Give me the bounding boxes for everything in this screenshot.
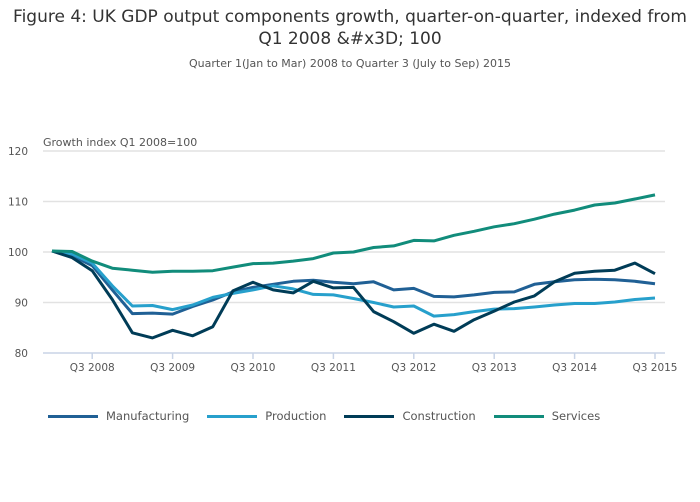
legend-label: Construction [402,409,476,423]
x-tick-label: Q3 2012 [391,362,436,374]
y-tick-label: 120 [8,146,28,158]
y-tick-label: 110 [8,197,28,209]
x-tick-label: Q3 2013 [472,362,517,374]
y-tick-label: 80 [15,348,28,360]
legend: Manufacturing Production Construction Servi… [48,409,618,423]
legend-swatch [344,414,395,418]
legend-item-manufacturing[interactable]: Manufacturing [48,409,189,423]
chart-title: Figure 4: UK GDP output components growt… [13,7,687,49]
series-line-production [51,249,656,318]
x-tick-label: Q3 2008 [70,362,115,374]
legend-label: Services [551,409,601,423]
x-tick-label: Q3 2009 [150,362,195,374]
legend-swatch [493,414,544,418]
series-line-services [51,193,656,274]
legend-swatch [207,414,258,418]
legend-item-services[interactable]: Services [493,409,601,423]
legend-label: Manufacturing [106,409,190,423]
legend-item-construction[interactable]: Construction [344,409,476,423]
x-tick-label: Q3 2015 [632,362,677,374]
y-axis-label: Growth index Q1 2008=100 [43,136,198,149]
y-tick-label: 90 [15,298,28,310]
y-tick-label: 100 [8,247,28,259]
legend-swatch [48,414,98,418]
legend-label: Production [265,409,327,423]
x-tick-label: Q3 2011 [311,362,356,374]
x-tick-label: Q3 2014 [552,362,597,374]
series-line-construction [51,249,656,340]
chart-subtitle: Quarter 1(Jan to Mar) 2008 to Quarter 3 … [189,57,511,70]
legend-item-production[interactable]: Production [207,409,326,423]
x-tick-label: Q3 2010 [230,362,275,374]
